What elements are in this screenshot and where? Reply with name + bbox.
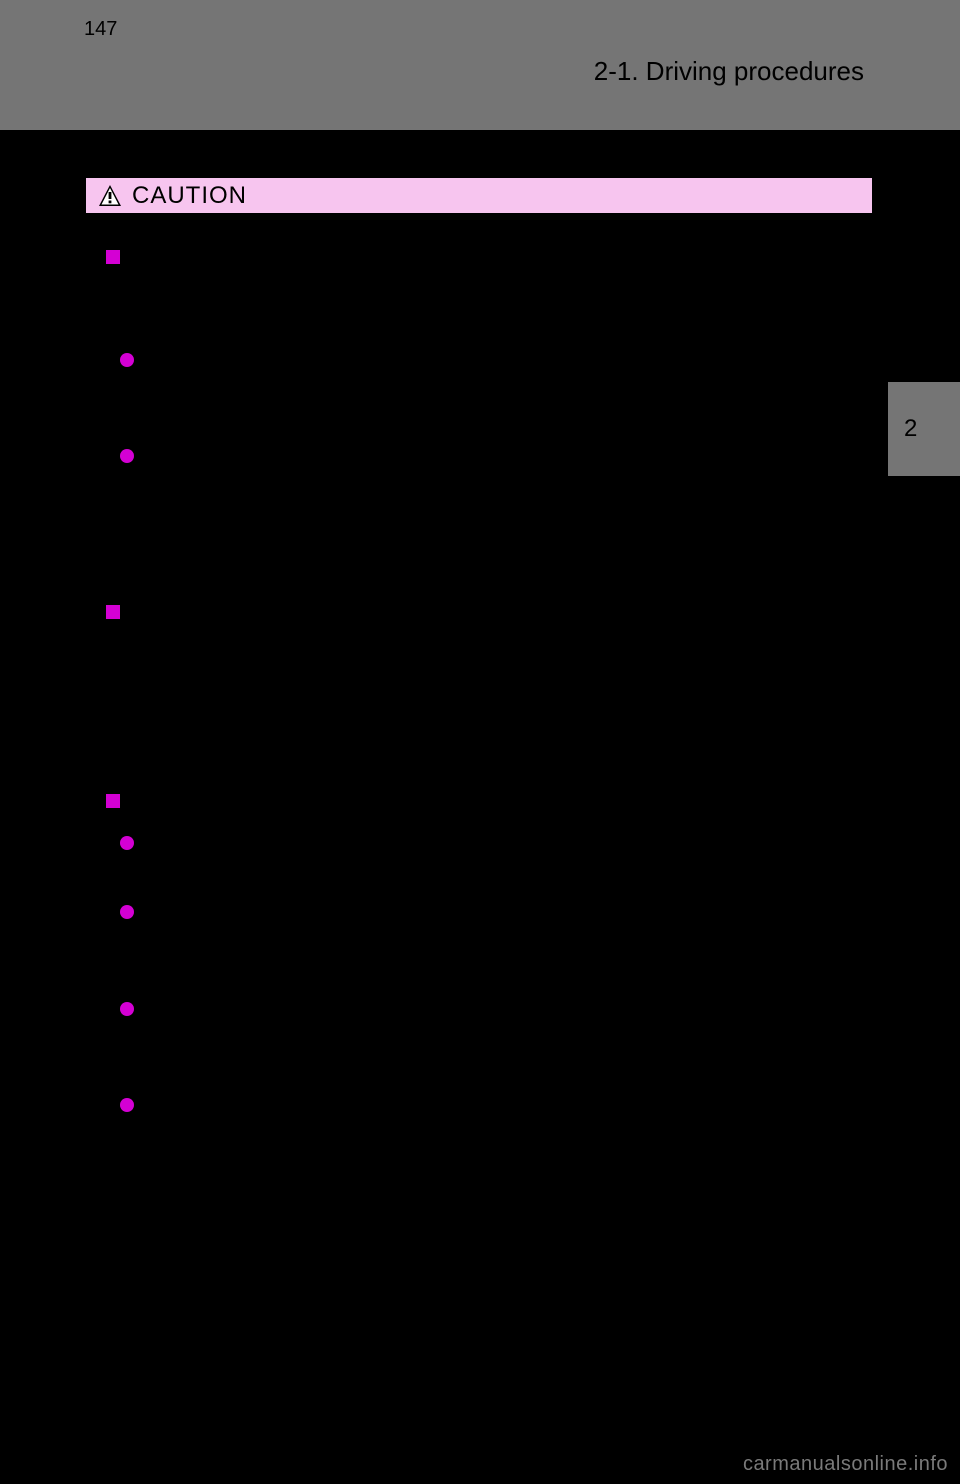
section-tab-number: 2 <box>904 415 917 443</box>
round-bullet-icon <box>120 836 134 850</box>
bullet-text: When driving over bumps in the road, dri… <box>144 901 852 984</box>
round-bullet-icon <box>120 353 134 367</box>
bullet-text: Make sure to idle the engine immediately… <box>144 998 852 1081</box>
square-bullet-icon <box>106 794 120 808</box>
section-title: Avoiding damage to vehicle parts <box>128 790 430 818</box>
section-tab: 2 <box>888 382 960 476</box>
square-bullet-icon <box>106 605 120 619</box>
caution-header: CAUTION <box>86 178 872 214</box>
bullet-item: When towing a trailer, use caution and r… <box>120 1094 852 1149</box>
bullet-text: Do not turn the steering wheel fully in … <box>144 832 852 887</box>
round-bullet-icon <box>120 1098 134 1112</box>
header-band: 147 2-1. Driving procedures <box>0 0 960 130</box>
bullet-item: When driving over bumps in the road, dri… <box>120 901 852 984</box>
caution-section: When the vehicle is stopped Do not race … <box>106 246 852 335</box>
caution-body: When the vehicle is stopped Do not race … <box>86 214 872 1177</box>
section-text: Do not race the engine. If the shift lev… <box>128 280 852 335</box>
section-title: When the vehicle is stopped <box>128 246 852 274</box>
square-bullet-icon <box>106 250 120 264</box>
caution-section: Avoiding damage to vehicle parts <box>106 790 852 818</box>
round-bullet-icon <box>120 905 134 919</box>
bullet-text: In order to prevent accidents due to the… <box>144 445 852 583</box>
warning-icon <box>98 184 122 208</box>
section-title: When the vehicle is parked <box>128 601 852 629</box>
caution-title: CAUTION <box>132 182 247 210</box>
bullet-item: Do not turn the steering wheel fully in … <box>120 832 852 887</box>
watermark: carmanualsonline.info <box>743 1453 948 1476</box>
section-text: Do not leave glasses, cigarette lighters… <box>128 635 852 773</box>
bullet-text: Do not leave the vehicle with the engine… <box>144 349 852 432</box>
round-bullet-icon <box>120 449 134 463</box>
caution-box: CAUTION When the vehicle is stopped Do n… <box>84 176 874 1179</box>
page-number: 147 <box>84 18 117 41</box>
caution-section: When the vehicle is parked Do not leave … <box>106 601 852 772</box>
bullet-item: In order to prevent accidents due to the… <box>120 445 852 583</box>
bullet-item: Make sure to idle the engine immediately… <box>120 998 852 1081</box>
bullet-text: When towing a trailer, use caution and r… <box>144 1094 852 1149</box>
bullet-item: Do not leave the vehicle with the engine… <box>120 349 852 432</box>
round-bullet-icon <box>120 1002 134 1016</box>
breadcrumb: 2-1. Driving procedures <box>594 56 864 87</box>
